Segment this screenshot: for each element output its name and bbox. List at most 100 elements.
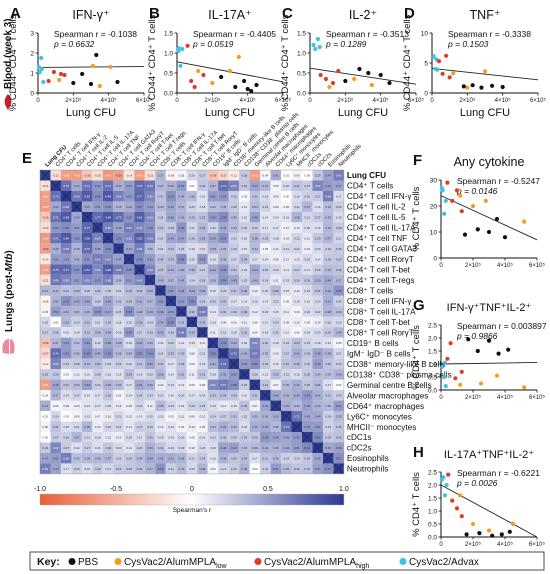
cell-value: 0.37 [179, 205, 185, 209]
heatmap-cell [165, 274, 177, 286]
cell-value: 0.10 [116, 436, 122, 440]
data-point [236, 54, 241, 60]
heatmap-cell [113, 306, 124, 317]
heatmap-cell [197, 411, 208, 422]
data-point [323, 76, 328, 82]
cell-value: 0.29 [315, 236, 321, 240]
cell-value: 0.15 [242, 247, 248, 251]
heatmap-cell [260, 264, 271, 275]
data-point [454, 506, 460, 511]
cell-value: 0.24 [325, 415, 331, 419]
cell-value: 0.20 [262, 310, 268, 314]
heatmap-cell [81, 337, 93, 349]
heatmap-cell [239, 348, 250, 359]
heatmap-cell [239, 295, 250, 307]
heatmap-cell [186, 274, 198, 286]
heatmap-cell [144, 201, 156, 212]
cell-value: 0.53 [126, 331, 132, 335]
cell-value: 0.34 [116, 383, 122, 387]
cell-value: 0.18 [105, 373, 111, 377]
heatmap-cell [71, 316, 82, 328]
cell-value: 0.66 [179, 331, 185, 335]
cell-value: 0.25 [336, 205, 342, 209]
side-labels: Blood (week 3)Lungs (post-Mtb) [2, 18, 15, 354]
heatmap-cell [239, 180, 250, 191]
data-point [431, 54, 436, 59]
data-point [444, 482, 449, 488]
cell-value: 0.05 [262, 247, 268, 251]
heatmap-cell [270, 170, 282, 181]
data-point [443, 198, 448, 203]
heatmap-cell [312, 358, 323, 370]
cell-value: 0.26 [231, 195, 237, 199]
heatmap-cell [249, 170, 261, 181]
cell-value: 0.22 [231, 257, 237, 261]
cell-value: 0.20 [126, 320, 132, 324]
data-point [97, 83, 102, 89]
cell-value: 0.55 [179, 226, 185, 230]
cell-value: 0.37 [147, 299, 153, 303]
heatmap-cell [333, 316, 344, 328]
heatmap-cell [333, 358, 344, 370]
cell-value: 0.01 [53, 320, 59, 324]
heatmap-cell [50, 306, 61, 317]
heatmap-cell [291, 358, 302, 370]
cell-value: 0.44 [325, 278, 331, 282]
heatmap-cell [291, 452, 302, 464]
heatmap-cell [134, 348, 145, 359]
heatmap-cell [249, 222, 261, 233]
cell-value: -0.08 [42, 299, 49, 303]
cell-value: 0.26 [95, 373, 101, 377]
spearman-r: Spearman r = 0.003897 [457, 321, 547, 331]
data-point [88, 81, 94, 87]
cell-value: 0.27 [294, 268, 300, 272]
cell-value: 0.73 [53, 195, 59, 199]
cell-value: 0.31 [53, 425, 59, 429]
heatmap-cell [218, 253, 229, 265]
heatmap-cell [218, 400, 229, 412]
cell-value: 0.14 [273, 215, 279, 219]
heatmap-cell [260, 190, 271, 202]
y-axis-label: % CD44⁺ CD4⁺ T cells [147, 14, 158, 111]
row-label: CD8⁺ T cell RorγT [347, 328, 414, 337]
panel-letter: G [413, 297, 425, 314]
heatmap-cell [71, 411, 82, 422]
heatmap-cell [302, 369, 313, 380]
cell-value: 0.51 [63, 341, 69, 345]
heatmap-cell [92, 358, 103, 370]
data-point [330, 80, 336, 86]
lungs-icon [2, 339, 9, 354]
heatmap-cell [322, 211, 334, 223]
cell-value: 0.22 [210, 226, 216, 230]
heatmap-cell [144, 432, 156, 443]
heatmap-cell [197, 306, 208, 317]
cell-value: 0.29 [304, 373, 310, 377]
cell-value: 0.15 [200, 195, 206, 199]
cell-value: 0.07 [95, 415, 101, 419]
cell-value: 0.31 [200, 373, 206, 377]
cell-value: 0.17 [262, 320, 268, 324]
cell-value: -0.39 [42, 341, 49, 345]
heatmap-cell [322, 411, 334, 422]
heatmap-cell [197, 316, 208, 328]
heatmap-cell [207, 211, 219, 223]
heatmap-cell [71, 180, 82, 191]
heatmap-cell [186, 327, 198, 338]
cell-value: 0.35 [325, 404, 331, 408]
cell-value: 0.21 [189, 226, 195, 230]
cell-value: 0.33 [189, 310, 195, 314]
heatmap-cell [60, 358, 72, 370]
heatmap-cell [113, 390, 124, 401]
heatmap-cell [281, 180, 292, 191]
cell-value: 0.59 [221, 215, 227, 219]
cell-value: 0.14 [262, 215, 268, 219]
heatmap-cell [207, 400, 219, 412]
heatmap-cell [134, 295, 145, 307]
heatmap-cell [176, 400, 187, 412]
cell-value: 0.44 [147, 457, 153, 461]
heatmap-cell [302, 232, 313, 244]
y-tick-label: 3 [30, 31, 34, 38]
heatmap-cell [197, 442, 208, 453]
heatmap-cell [260, 432, 271, 443]
